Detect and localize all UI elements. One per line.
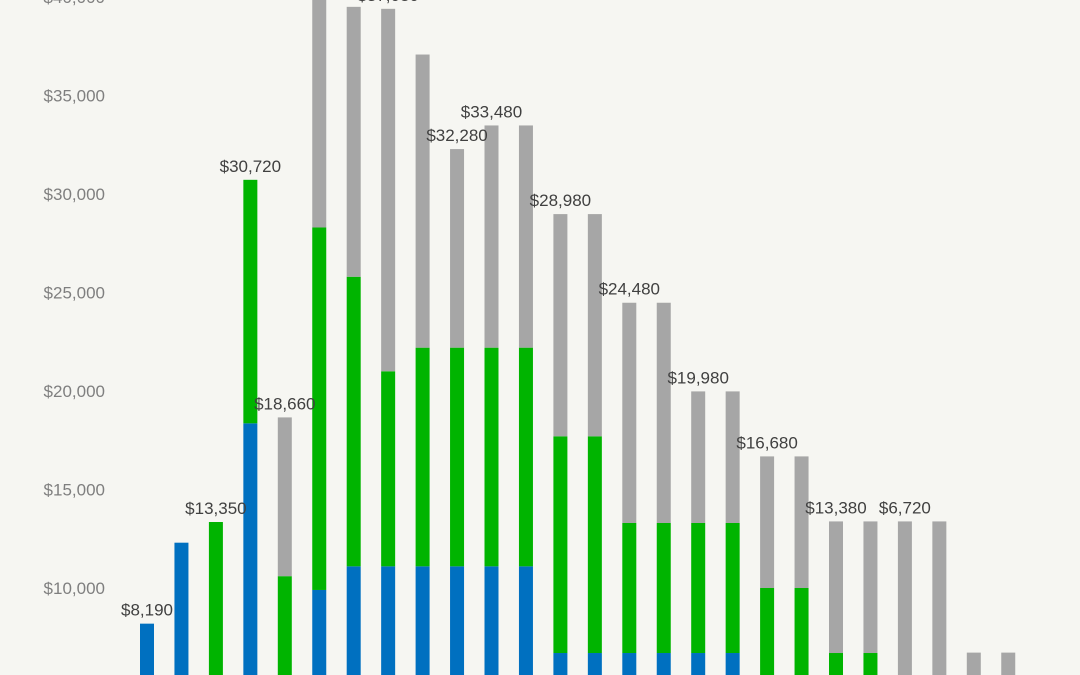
bar-segment [346,566,361,675]
bar-segment [208,522,223,675]
bar-segment [140,623,154,675]
bar-segment [760,588,775,675]
bar-segment [966,652,981,675]
data-label: $18,660 [254,394,315,413]
bar-segment [450,347,465,567]
bar-segment [518,566,533,675]
bar-segment [691,653,706,675]
bar-segment [587,653,602,675]
y-tick-label: $30,000 [44,185,105,204]
bar-segment [381,8,396,372]
data-label: $28,980 [530,191,591,210]
bar-segment [656,653,671,675]
bar-segment [622,302,637,523]
data-label: $6,720 [879,498,931,517]
bar-segment [381,371,396,567]
bar-segment [174,542,189,675]
bar-segment [484,125,499,348]
bar-segment [553,436,568,654]
bar-segment [691,522,706,654]
bar-segment [243,179,258,424]
bar-segment [794,456,809,588]
bar-segment [622,522,637,654]
bar-segment [829,521,843,654]
bar-segment [484,566,499,675]
bar-segment [897,521,912,675]
bar-segment [277,417,292,577]
data-label: $30,720 [220,157,281,176]
data-label: $16,680 [736,433,797,452]
y-tick-label: $20,000 [44,382,105,401]
bar-segment [415,566,430,675]
bar-segment [863,653,878,675]
bar-segment [450,149,465,348]
y-axis: $10,000 $15,000 $20,000 $25,000 $30,000 $35,0… [44,0,105,598]
bar-segment [484,347,499,567]
bar-segment [381,566,396,675]
bar-segment [312,0,327,228]
data-label: $13,380 [805,498,866,517]
bar-segment [346,276,361,567]
bar-segment [725,391,740,523]
bar-segment [725,522,740,654]
y-tick-label: $10,000 [44,579,105,598]
bar-segment [312,227,327,590]
y-tick-label: $15,000 [44,481,105,500]
bar-segment [553,214,568,437]
bar-segment [622,653,637,675]
bar-segment [553,653,568,675]
data-label: $24,480 [599,280,660,299]
data-label: $37,080 [357,0,418,5]
bar-segment [829,653,843,675]
bar-segment [415,347,430,567]
data-labels: $8,190 $13,350 $30,720 $18,660 $37,080 $32,28… [121,0,931,620]
bar-segment [346,6,361,277]
bar-segment [518,125,533,348]
bar-segment [656,302,671,523]
bar-segment [415,54,430,348]
bars [140,0,1016,675]
data-label: $8,190 [121,601,173,620]
bar-segment [725,653,740,675]
bar-segment [518,347,533,567]
data-label: $13,350 [185,499,246,518]
bar-segment [932,521,947,675]
bar-segment [587,436,602,654]
bar-segment [794,588,809,675]
y-tick-label: $25,000 [44,284,105,303]
bar-segment [243,423,258,675]
bar-segment [691,391,706,523]
y-tick-label: $40,000 [44,0,105,7]
bar-segment [1001,652,1016,675]
bar-segment [450,566,465,675]
bar-segment [312,589,327,675]
data-label: $32,280 [426,126,487,145]
y-tick-label: $35,000 [44,87,105,106]
data-label: $19,980 [667,368,728,387]
bar-segment [863,521,878,654]
bar-segment [760,456,775,588]
data-label: $33,480 [461,102,522,121]
bar-segment [587,214,602,437]
bar-segment [656,522,671,654]
bar-segment [277,576,292,675]
